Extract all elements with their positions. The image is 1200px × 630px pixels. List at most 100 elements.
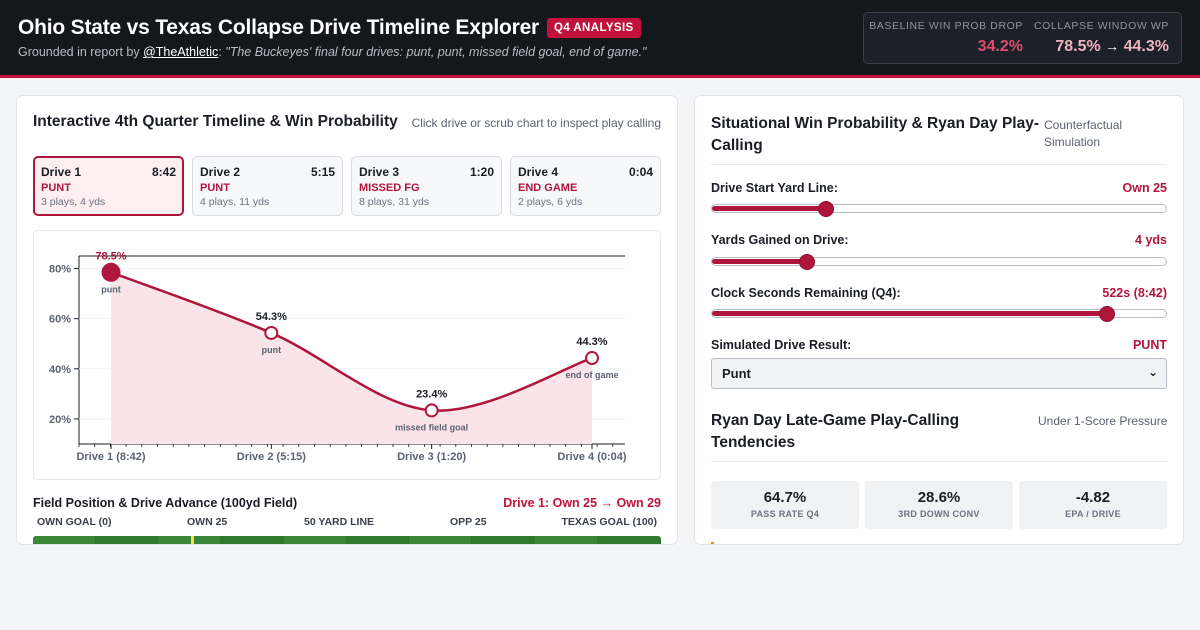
yards-gained-slider[interactable] (711, 254, 1167, 270)
drive-card-4[interactable]: Drive 4 0:04 END GAME 2 plays, 6 yds (510, 156, 661, 216)
y-tick-label: 60% (49, 314, 71, 326)
source-quote: "The Buckeyes' final four drives: punt, … (225, 45, 647, 59)
stat-pass-rate: 64.7% PASS RATE Q4 (711, 481, 859, 529)
point-annotation: missed field goal (395, 422, 468, 432)
arrow-right-icon: → (600, 496, 614, 510)
field-band (158, 536, 220, 544)
data-point (101, 262, 121, 282)
stat-label: PASS RATE Q4 (750, 509, 820, 519)
point-annotation: end of game (565, 370, 618, 380)
drive-meta: 4 plays, 11 yds (200, 196, 270, 208)
y-tick-label: 20% (49, 414, 71, 426)
kpi-label: BASELINE WIN PROB DROP (869, 20, 1023, 32)
drive-result: END GAME (518, 182, 578, 194)
slider-fill (712, 311, 1107, 316)
data-point (585, 351, 599, 366)
source-separator: : (218, 45, 222, 59)
drive-meta: 3 plays, 4 yds (41, 196, 106, 208)
drive-result-label: Simulated Drive Result: (711, 338, 852, 352)
stat-value: -4.82 (1075, 489, 1111, 506)
football-field[interactable] (33, 536, 661, 544)
clock-remaining-value: 522s (8:42) (1102, 286, 1167, 300)
drive-name: Drive 3 (359, 165, 400, 179)
q4-analysis-badge: Q4 ANALYSIS (547, 18, 641, 38)
clock-remaining-label: Clock Seconds Remaining (Q4): (711, 286, 901, 300)
x-tick-label: Drive 3 (1:20) (397, 451, 466, 463)
field-label-texas-goal: TEXAS GOAL (100) (561, 516, 658, 528)
drive-result-select[interactable]: Punt ⌄ (711, 358, 1167, 389)
stat-third-down: 28.6% 3RD DOWN CONV (865, 481, 1013, 529)
top-bar: Ohio State vs Texas Collapse Drive Timel… (0, 0, 1200, 78)
drive-card-1[interactable]: Drive 1 8:42 PUNT 3 plays, 4 yds (33, 156, 184, 216)
field-label-50: 50 YARD LINE (304, 516, 375, 528)
yards-gained-label: Yards Gained on Drive: (711, 233, 849, 247)
kpi-value: 34.2% (977, 38, 1023, 55)
slider-handle[interactable] (817, 201, 834, 217)
slider-handle[interactable] (1098, 306, 1115, 322)
kpi-from-value: 78.5% (1055, 38, 1101, 55)
yard-line-label: Drive Start Yard Line: (711, 181, 838, 195)
chevron-down-icon: ⌄ (1147, 365, 1158, 379)
data-label: 44.3% (576, 336, 607, 348)
kpi-box: BASELINE WIN PROB DROP 34.2% COLLAPSE WI… (863, 12, 1182, 64)
drive-result-value: PUNT (1132, 338, 1167, 352)
field-band (284, 536, 346, 544)
drive-result: PUNT (200, 182, 230, 194)
drive-name: Drive 4 (518, 165, 559, 179)
yard-line-value: Own 25 (1122, 181, 1167, 195)
data-point (424, 403, 439, 418)
yards-gained-value: 4 yds (1135, 233, 1167, 247)
app-title: Ohio State vs Texas Collapse Drive Timel… (18, 16, 540, 39)
field-labels: OWN GOAL (0) OWN 25 50 YARD LINE OPP 25 … (33, 516, 661, 530)
data-label: 54.3% (256, 311, 287, 323)
tendency-stats: 64.7% PASS RATE Q4 28.6% 3RD DOWN CONV -… (711, 481, 1167, 529)
x-tick-label: Drive 1 (8:42) (76, 451, 145, 463)
clock-remaining-slider[interactable] (711, 306, 1167, 322)
simulation-panel: Situational Win Probability & Ryan Day P… (694, 95, 1184, 545)
win-probability-area (111, 272, 592, 444)
drive-clock: 1:20 (469, 165, 494, 179)
y-tick-label: 80% (49, 264, 71, 276)
win-probability-svg[interactable]: 20% 40% 60% 80% Drive 1 (8:42) Drive 2 (5:15)… (34, 231, 662, 481)
field-band (33, 536, 95, 544)
slider-fill (712, 206, 826, 211)
yard-line-slider[interactable] (711, 201, 1167, 217)
data-label: 78.5% (95, 250, 126, 262)
data-label: 23.4% (416, 388, 447, 400)
field-band (409, 536, 471, 544)
point-annotation: punt (101, 284, 121, 294)
drive-card-2[interactable]: Drive 2 5:15 PUNT 4 plays, 11 yds (192, 156, 343, 216)
kpi-to-value: 44.3% (1123, 38, 1169, 55)
drive-meta: 2 plays, 6 yds (518, 196, 583, 208)
slider-fill (712, 259, 808, 264)
kpi-label: COLLAPSE WINDOW WP (1033, 20, 1169, 32)
slider-handle[interactable] (799, 254, 816, 270)
field-title: Field Position & Drive Advance (100yd Fi… (33, 496, 298, 510)
drive-name: Drive 2 (200, 165, 241, 179)
drive-card-3[interactable]: Drive 3 1:20 MISSED FG 8 plays, 31 yds (351, 156, 502, 216)
drive-start-marker (191, 536, 194, 544)
drive-meta: 8 plays, 31 yds (359, 196, 430, 208)
field-label-opp-25: OPP 25 (450, 516, 487, 528)
win-probability-chart[interactable]: 20% 40% 60% 80% Drive 1 (8:42) Drive 2 (5:15)… (33, 230, 661, 480)
field-drive-start: Drive 1: Own 25 (503, 496, 598, 510)
x-tick-label: Drive 4 (0:04) (557, 451, 626, 463)
stat-epa: -4.82 EPA / DRIVE (1019, 481, 1167, 529)
drive-result: MISSED FG (359, 182, 420, 194)
field-drive-summary: Drive 1: Own 25 → Own 29 (503, 496, 661, 510)
tendencies-hint: Under 1-Score Pressure (1038, 414, 1168, 428)
arrow-right-icon: → (1105, 38, 1120, 54)
tendencies-title: Ryan Day Late-Game Play-Calling Tendenci… (711, 412, 960, 451)
stat-value: 28.6% (917, 489, 961, 506)
win-probability-line (110, 271, 593, 412)
stat-label: 3RD DOWN CONV (898, 509, 980, 519)
field-band (535, 536, 597, 544)
drive-name: Drive 1 (41, 165, 82, 179)
source-handle-link[interactable]: @TheAthletic (143, 45, 219, 59)
source-prefix: Grounded in report by (18, 45, 144, 59)
divider (711, 461, 1167, 462)
drive-result: PUNT (41, 182, 71, 194)
kpi-value: 78.5% → 44.3% (1034, 38, 1169, 56)
field-label-own-25: OWN 25 (187, 516, 228, 528)
scroll-indicator (711, 542, 714, 544)
